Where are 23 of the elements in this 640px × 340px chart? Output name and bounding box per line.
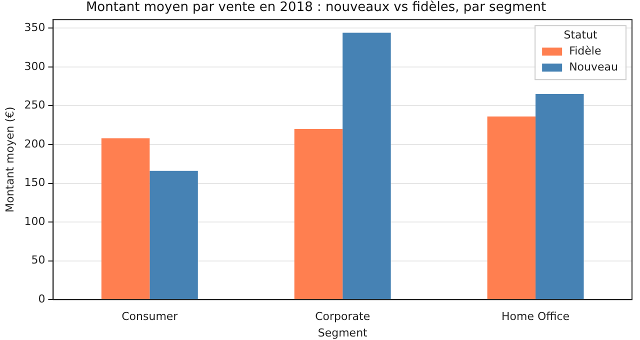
bar [487,116,536,300]
y-tick-label: 150 [24,176,46,190]
legend-title: Statut [564,28,598,42]
y-tick-label: 350 [24,20,46,34]
x-tick-label: Consumer [122,310,178,324]
y-axis-title: Montant moyen (€) [3,106,16,213]
bar [101,138,150,300]
legend-label: Nouveau [569,60,618,74]
y-tick-label: 200 [24,137,46,150]
y-tick-label: 0 [38,292,46,306]
x-axis-title: Segment [318,326,368,340]
bar [150,170,198,300]
y-tick-label: 300 [24,60,46,73]
x-tick-label: Corporate [315,310,370,324]
bar [342,32,391,300]
y-tick-label: 50 [31,254,46,267]
bar [294,128,343,300]
bar [536,94,584,300]
y-tick-label: 100 [24,214,46,228]
legend-label: Fidèle [569,44,602,58]
y-tick-label: 250 [24,98,46,112]
x-tick-label: Home Office [501,310,570,324]
chart-title: Montant moyen par vente en 2018 : nouveaux vs fidèles, par segment [86,0,546,16]
